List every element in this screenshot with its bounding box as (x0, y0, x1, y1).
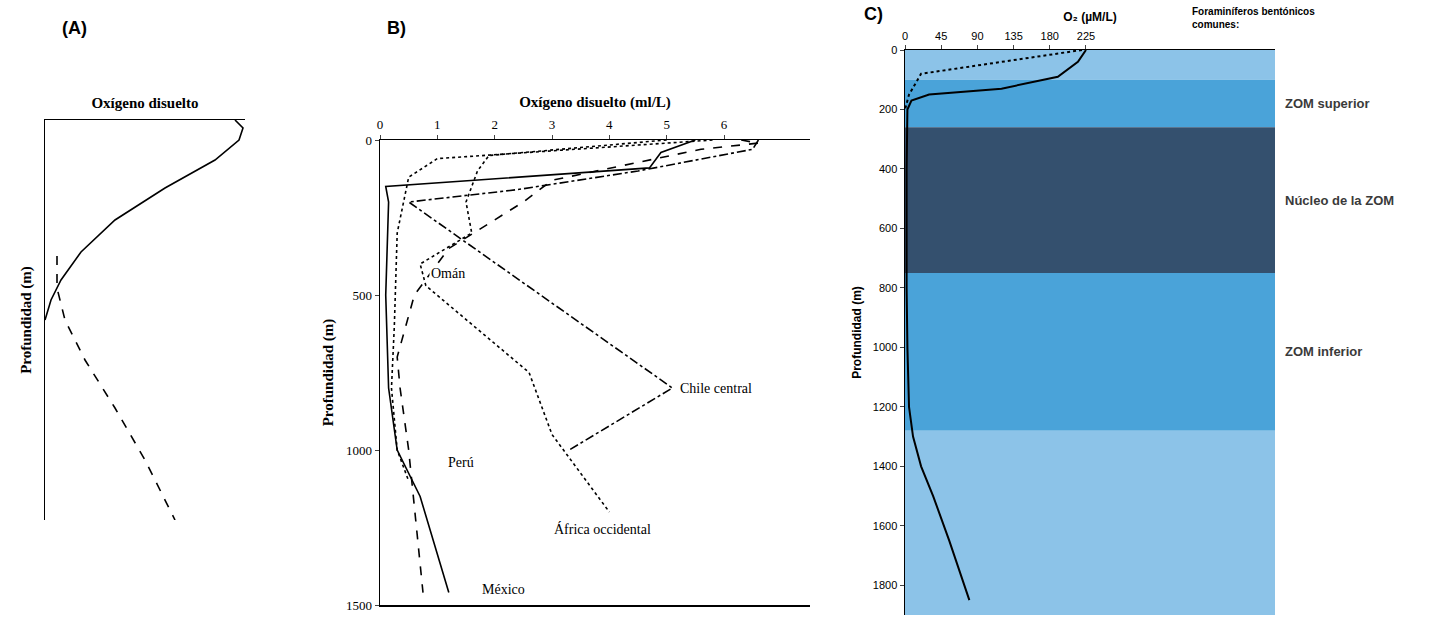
svg-text:90: 90 (971, 30, 983, 42)
svg-text:1400: 1400 (873, 460, 897, 472)
svg-text:Profundidad (m): Profundidad (m) (850, 286, 864, 379)
svg-text:0: 0 (377, 117, 384, 132)
svg-text:Oxígeno disuelto: Oxígeno disuelto (91, 95, 198, 111)
svg-text:África occidental: África occidental (554, 521, 651, 537)
svg-text:400: 400 (879, 163, 897, 175)
svg-text:2: 2 (491, 117, 498, 132)
svg-text:1500: 1500 (346, 598, 372, 613)
svg-text:0: 0 (891, 44, 897, 56)
svg-text:ZOM inferior: ZOM inferior (1285, 344, 1362, 359)
svg-text:180: 180 (1041, 30, 1059, 42)
svg-text:1000: 1000 (346, 443, 372, 458)
svg-text:ZOM superior: ZOM superior (1285, 96, 1370, 111)
svg-text:600: 600 (879, 222, 897, 234)
svg-text:1000: 1000 (873, 341, 897, 353)
svg-text:Profundidad (m): Profundidad (m) (320, 319, 337, 427)
svg-text:B): B) (387, 18, 406, 38)
svg-text:1600: 1600 (873, 520, 897, 532)
svg-text:C): C) (864, 4, 883, 24)
svg-text:O₂ (µM/L): O₂ (µM/L) (1063, 10, 1117, 24)
svg-text:1200: 1200 (873, 401, 897, 413)
svg-text:Chile central: Chile central (680, 381, 752, 396)
svg-text:3: 3 (549, 117, 556, 132)
svg-text:500: 500 (352, 288, 372, 303)
svg-text:Omán: Omán (431, 266, 465, 281)
svg-text:Foraminíferos bentónicoscomune: Foraminíferos bentónicoscomunes: (1192, 6, 1315, 30)
svg-text:6: 6 (721, 117, 728, 132)
svg-text:800: 800 (879, 282, 897, 294)
svg-text:0: 0 (902, 30, 908, 42)
svg-text:México: México (482, 582, 525, 597)
svg-text:5: 5 (663, 117, 670, 132)
svg-text:135: 135 (1004, 30, 1022, 42)
svg-text:Profundidad (m): Profundidad (m) (18, 266, 35, 374)
svg-text:Núcleo de la ZOM: Núcleo de la ZOM (1285, 193, 1394, 208)
svg-text:45: 45 (935, 30, 947, 42)
svg-text:0: 0 (365, 133, 372, 148)
svg-text:1: 1 (434, 117, 441, 132)
svg-text:Oxígeno disuelto (ml/L): Oxígeno disuelto (ml/L) (519, 94, 671, 111)
svg-text:4: 4 (606, 117, 613, 132)
svg-text:(A): (A) (62, 18, 87, 38)
svg-text:225: 225 (1077, 30, 1095, 42)
svg-text:1800: 1800 (873, 579, 897, 591)
svg-text:Perú: Perú (448, 455, 474, 470)
svg-text:200: 200 (879, 103, 897, 115)
